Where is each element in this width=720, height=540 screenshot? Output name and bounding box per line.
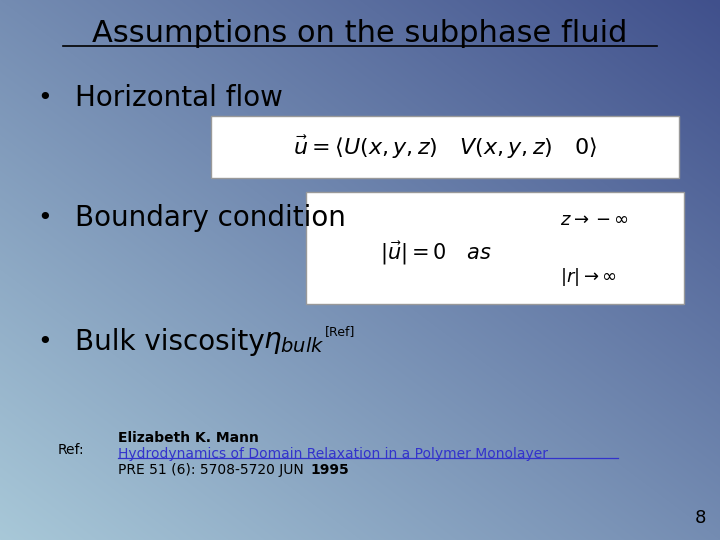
Text: 8: 8 (694, 509, 706, 527)
Text: $|\vec{u}| = 0 \quad as$: $|\vec{u}| = 0 \quad as$ (380, 239, 492, 267)
Text: •: • (37, 206, 53, 230)
Text: •: • (37, 330, 53, 354)
Text: PRE 51 (6): 5708-5720 JUN: PRE 51 (6): 5708-5720 JUN (118, 463, 308, 477)
Text: $\eta_{bulk}$: $\eta_{bulk}$ (263, 328, 325, 355)
Text: $z \rightarrow -\infty$: $z \rightarrow -\infty$ (560, 211, 629, 229)
Text: Elizabeth K. Mann: Elizabeth K. Mann (118, 431, 259, 445)
FancyBboxPatch shape (306, 192, 684, 304)
Text: Boundary condition: Boundary condition (75, 204, 346, 232)
Text: 1995: 1995 (310, 463, 348, 477)
Text: Assumptions on the subphase fluid: Assumptions on the subphase fluid (92, 18, 628, 48)
Text: Ref:: Ref: (58, 443, 85, 457)
FancyBboxPatch shape (211, 116, 679, 178)
Text: Horizontal flow: Horizontal flow (75, 84, 283, 112)
Text: $|r| \rightarrow \infty$: $|r| \rightarrow \infty$ (560, 266, 617, 288)
Text: •: • (37, 86, 53, 110)
Text: [Ref]: [Ref] (325, 326, 356, 339)
Text: $\vec{u} = \langle U(x,y,z) \quad V(x,y,z) \quad 0 \rangle$: $\vec{u} = \langle U(x,y,z) \quad V(x,y,… (293, 133, 597, 160)
Text: Hydrodynamics of Domain Relaxation in a Polymer Monolayer: Hydrodynamics of Domain Relaxation in a … (118, 447, 548, 461)
Text: Bulk viscosity: Bulk viscosity (75, 328, 274, 356)
